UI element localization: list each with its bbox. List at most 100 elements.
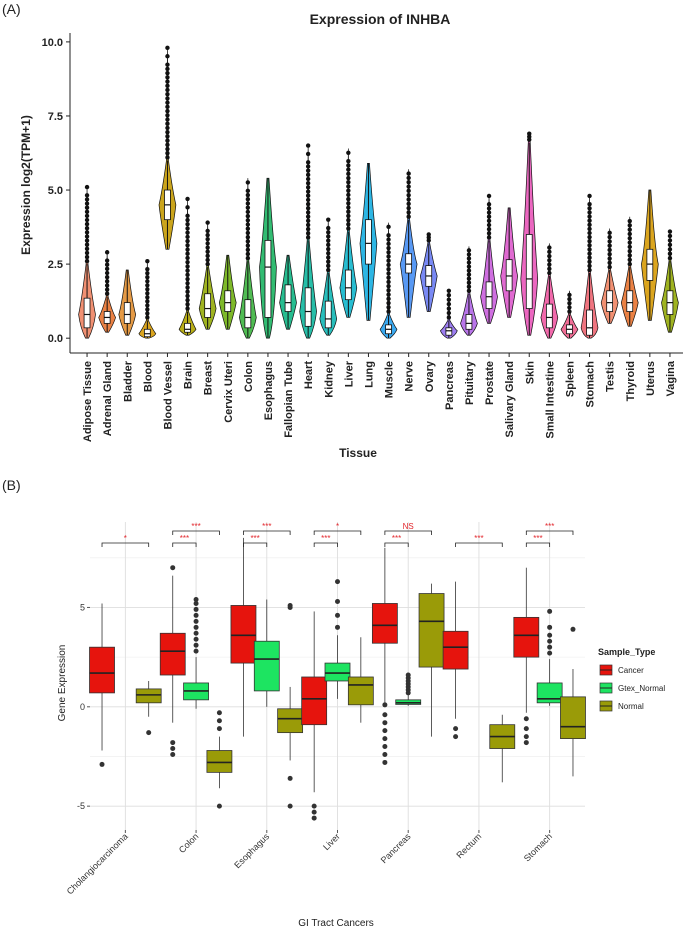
- outlier-point: [547, 249, 552, 255]
- outlier-point: [145, 275, 150, 280]
- outlier-point: [185, 196, 190, 202]
- box: [253, 640, 280, 692]
- box: [159, 632, 186, 676]
- x-tick-label: Liver: [321, 831, 342, 852]
- outlier-point: [84, 230, 90, 235]
- outlier-point: [193, 618, 199, 624]
- violin-group: [158, 45, 177, 250]
- outlier-point: [185, 268, 190, 273]
- box-group: [489, 714, 516, 783]
- violin-group: [580, 193, 599, 339]
- outlier-point: [165, 66, 170, 72]
- chart-b-plot: -5 0 5 Cholangiocarcinoma Colon Esophagus Live…: [65, 522, 586, 896]
- outlier-point: [193, 606, 199, 612]
- outlier-point: [406, 188, 411, 194]
- x-tick-label: Cholangiocarcinoma: [65, 831, 130, 896]
- outlier-point: [205, 249, 210, 254]
- outlier-point: [587, 239, 592, 244]
- box-group: [183, 596, 209, 709]
- outlier-point: [607, 260, 612, 265]
- outlier-point: [386, 305, 391, 310]
- x-tick-label: Skin: [524, 361, 536, 385]
- violin-group: [661, 229, 679, 333]
- outlier-point: [527, 131, 532, 136]
- outlier-point: [466, 268, 472, 273]
- y-tick-label: 5: [80, 602, 85, 612]
- legend-title: Sample_Type: [598, 647, 655, 657]
- violin-group: [218, 254, 237, 330]
- outlier-point: [170, 565, 176, 571]
- outlier-point: [607, 230, 612, 236]
- box-group: [513, 567, 540, 746]
- outlier-point: [305, 201, 311, 207]
- outlier-point: [326, 263, 331, 269]
- outlier-point: [245, 226, 251, 231]
- outlier-point: [305, 206, 311, 211]
- outlier-point: [627, 261, 632, 267]
- outlier-point: [386, 292, 391, 297]
- x-tick-label: Colon: [177, 831, 201, 855]
- outlier-point: [406, 214, 411, 219]
- outlier-point: [165, 129, 170, 135]
- outlier-point: [346, 150, 351, 155]
- outlier-point: [326, 230, 331, 235]
- outlier-point: [205, 237, 210, 242]
- outlier-point: [165, 146, 170, 152]
- x-tick-label: Muscle: [384, 361, 396, 398]
- outlier-point: [245, 188, 251, 194]
- y-tick-label: 0.0: [48, 333, 63, 345]
- outlier-point: [305, 210, 311, 215]
- outlier-point: [382, 736, 388, 742]
- outlier-point: [165, 54, 170, 59]
- outlier-point: [165, 91, 170, 97]
- violin-group: [480, 193, 498, 324]
- outlier-point: [346, 163, 351, 168]
- outlier-point: [84, 201, 90, 206]
- outlier-point: [84, 246, 90, 252]
- outlier-point: [145, 295, 150, 300]
- outlier-point: [193, 596, 199, 602]
- significance-label: ***: [545, 522, 554, 531]
- bracket-line: [525, 542, 551, 547]
- panel-b-label: (B): [2, 477, 21, 493]
- box: [646, 248, 654, 281]
- outlier-point: [305, 180, 311, 186]
- outlier-point: [84, 250, 90, 256]
- outlier-point: [587, 243, 592, 248]
- box-group: [253, 599, 280, 707]
- outlier-point: [205, 253, 210, 259]
- outlier-point: [170, 751, 176, 757]
- bracket-line: [384, 542, 409, 547]
- outlier-point: [84, 205, 90, 210]
- outlier-point: [185, 222, 190, 227]
- x-tick-label: Rectum: [454, 831, 483, 860]
- outlier-point: [146, 730, 152, 736]
- outlier-point: [287, 604, 293, 610]
- outlier-point: [145, 303, 150, 308]
- bracket-line: [243, 542, 268, 547]
- box: [184, 322, 191, 333]
- box-group: [371, 547, 398, 765]
- outlier-point: [446, 301, 452, 307]
- violin-group: [460, 246, 478, 336]
- outlier-point: [386, 271, 391, 276]
- outlier-point: [446, 306, 452, 311]
- outlier-point: [305, 151, 311, 157]
- bracket-line: [313, 542, 338, 547]
- x-tick-label: Spleen: [564, 361, 576, 397]
- outlier-point: [587, 259, 592, 265]
- x-tick-label: Adrenal Gland: [102, 361, 114, 436]
- outlier-point: [245, 247, 251, 252]
- outlier-point: [193, 600, 199, 606]
- outlier-point: [145, 279, 150, 284]
- legend-item-label: Gtex_Normal: [618, 684, 665, 693]
- outlier-point: [311, 809, 317, 815]
- box: [123, 302, 131, 324]
- outlier-point: [406, 171, 411, 176]
- outlier-point: [667, 255, 673, 261]
- outlier-point: [386, 258, 391, 263]
- outlier-point: [570, 626, 576, 632]
- x-tick-label: Prostate: [484, 361, 496, 405]
- box-group: [159, 565, 186, 757]
- significance-bracket: ***: [172, 534, 197, 547]
